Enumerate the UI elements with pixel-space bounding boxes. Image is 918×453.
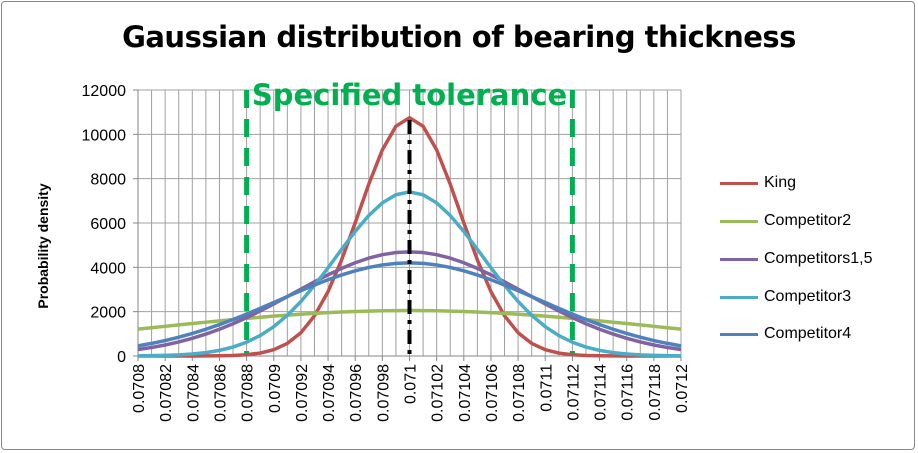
- x-tick-label: 0.07098: [375, 364, 392, 422]
- x-tick-label: 0.07094: [321, 364, 338, 422]
- y-tick-label: 10000: [82, 127, 127, 144]
- x-tick-label: 0.07106: [484, 364, 501, 422]
- tolerance-annotation: Specified tolerance: [252, 78, 567, 112]
- legend-swatch: [720, 295, 758, 299]
- x-tick-label: 0.07088: [240, 364, 257, 422]
- y-tick-label: 6000: [90, 216, 126, 233]
- legend-entry: Competitor3: [720, 288, 851, 306]
- x-tick-label: 0.07086: [212, 364, 229, 422]
- legend-entry: King: [720, 174, 796, 192]
- legend-entry: Competitors1,5: [720, 250, 873, 268]
- x-tick-label: 0.07092: [294, 364, 311, 422]
- legend-label: Competitor2: [764, 212, 852, 229]
- x-tick-label: 0.07104: [457, 364, 474, 422]
- legend-swatch: [720, 332, 758, 336]
- x-tick-label: 0.07108: [511, 364, 528, 422]
- x-tick-label: 0.0708: [131, 364, 148, 413]
- legend-entry: Competitor4: [720, 325, 851, 343]
- legend-swatch: [720, 219, 758, 223]
- x-tick-label: 0.07082: [158, 364, 175, 422]
- legend-swatch: [720, 181, 758, 185]
- x-tick-label: 0.07116: [620, 364, 637, 421]
- y-tick-label: 4000: [90, 260, 126, 277]
- x-tick-label: 0.07112: [565, 364, 582, 421]
- y-tick-label: 12000: [82, 83, 127, 100]
- legend-label: Competitor3: [764, 288, 852, 305]
- y-tick-label: 0: [117, 349, 126, 366]
- x-tick-label: 0.07118: [647, 364, 664, 421]
- legend-label: King: [764, 174, 797, 191]
- x-tick-label: 0.07096: [348, 364, 365, 422]
- series-line-king: [138, 115, 681, 358]
- x-tick-label: 0.0711: [538, 364, 555, 412]
- legend-label: Competitors1,5: [764, 250, 873, 267]
- chart-title: Gaussian distribution of bearing thickne…: [122, 20, 796, 54]
- legend-swatch: [720, 257, 758, 261]
- x-tick-label: 0.07102: [430, 364, 447, 422]
- y-tick-label: 8000: [90, 172, 126, 189]
- x-tick-label: 0.0709: [267, 364, 284, 413]
- y-tick-label: 2000: [90, 305, 126, 322]
- x-tick-label: 0.0712: [674, 364, 691, 413]
- legend-entry: Competitor2: [720, 212, 851, 230]
- legend-label: Competitor4: [764, 325, 852, 342]
- x-tick-label: 0.07114: [593, 364, 610, 421]
- x-tick-label: 0.071: [403, 364, 420, 404]
- x-tick-label: 0.07084: [185, 364, 202, 422]
